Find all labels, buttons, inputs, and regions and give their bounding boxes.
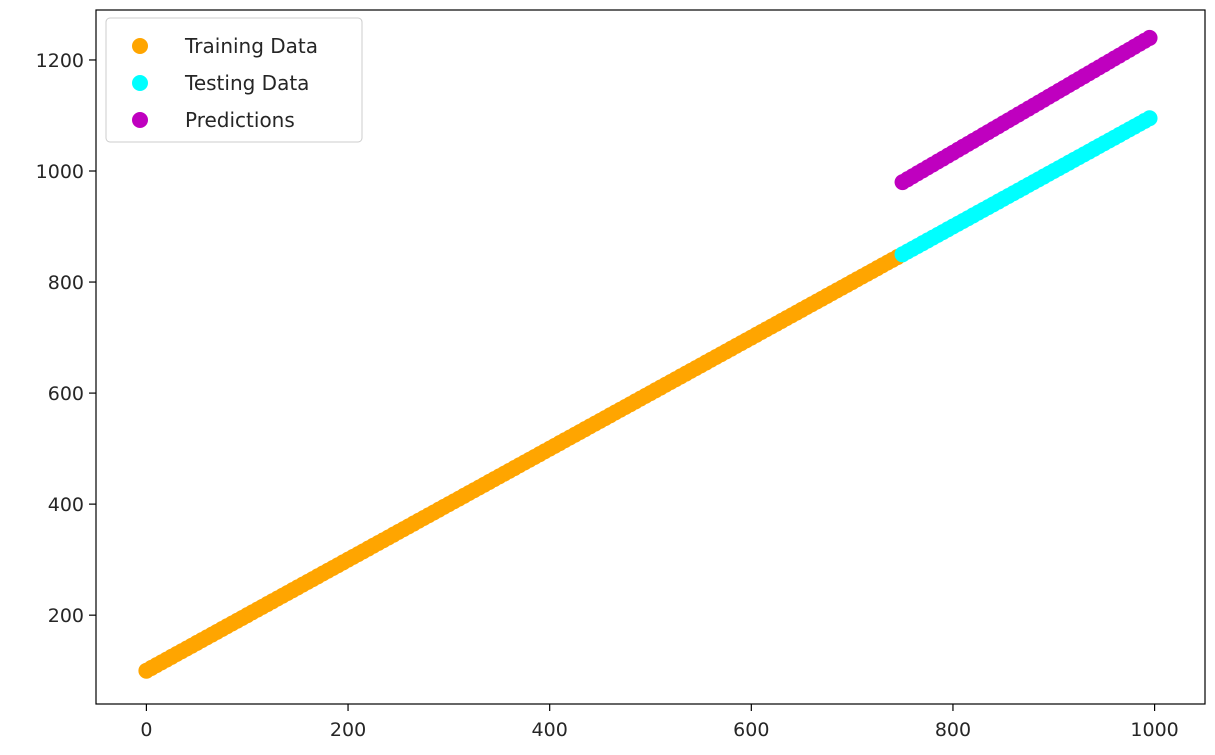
plot-frame [95,9,1206,705]
legend-label-testing: Testing Data [184,71,309,95]
data-point [1141,110,1158,127]
y-tick-label: 400 [48,494,84,516]
legend: Training Data Testing Data Predictions [105,17,363,143]
data-point [1141,29,1158,46]
legend-marker-training [132,38,148,54]
x-axis: 0 200 400 600 800 1000 [140,704,1179,741]
y-tick-label: 800 [48,272,84,294]
x-tick-label: 1000 [1130,719,1178,741]
series-testing-data [894,110,1158,263]
y-tick-label: 200 [48,605,84,627]
y-tick-label: 1000 [36,161,84,183]
series-training-data [138,249,906,679]
x-tick-label: 200 [330,719,366,741]
x-tick-label: 400 [532,719,568,741]
x-tick-label: 0 [140,719,152,741]
x-tick-label: 600 [733,719,769,741]
y-tick-label: 600 [48,383,84,405]
legend-marker-testing [132,75,148,91]
legend-marker-predictions [132,112,148,128]
data-points [138,29,1158,679]
series-predictions [894,29,1158,191]
legend-label-predictions: Predictions [185,108,295,132]
y-tick-label: 1200 [36,50,84,72]
y-axis: 200 400 600 800 1000 1200 [36,50,96,627]
legend-label-training: Training Data [184,34,318,58]
x-tick-label: 800 [935,719,971,741]
legend-box [105,17,363,143]
